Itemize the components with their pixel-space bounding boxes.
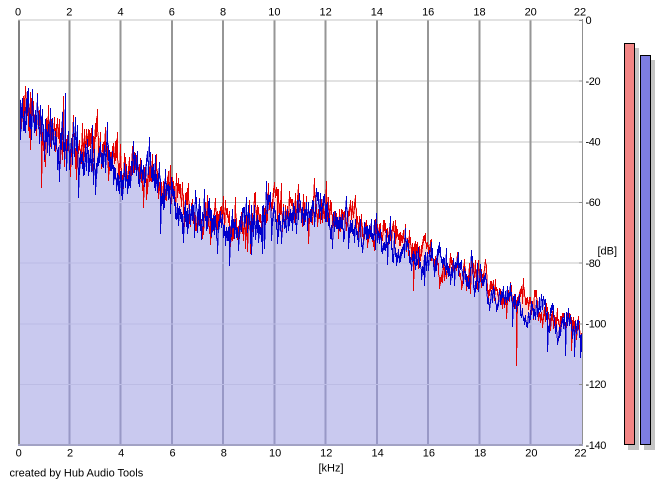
svg-text:14: 14 bbox=[371, 448, 383, 460]
svg-text:-80: -80 bbox=[586, 258, 601, 270]
svg-text:22: 22 bbox=[574, 7, 586, 19]
svg-text:14: 14 bbox=[371, 7, 383, 19]
svg-text:18: 18 bbox=[474, 448, 486, 460]
svg-text:20: 20 bbox=[525, 7, 537, 19]
svg-text:2: 2 bbox=[66, 7, 72, 19]
svg-text:-40: -40 bbox=[586, 137, 601, 149]
svg-text:6: 6 bbox=[169, 448, 175, 460]
svg-text:16: 16 bbox=[423, 448, 435, 460]
svg-text:4: 4 bbox=[118, 448, 124, 460]
svg-text:8: 8 bbox=[220, 7, 226, 19]
svg-text:12: 12 bbox=[320, 448, 332, 460]
svg-text:8: 8 bbox=[221, 448, 227, 460]
svg-text:6: 6 bbox=[169, 7, 175, 19]
svg-text:0: 0 bbox=[15, 7, 21, 19]
svg-text:4: 4 bbox=[117, 7, 123, 19]
svg-text:2: 2 bbox=[67, 448, 73, 460]
svg-text:[dB]: [dB] bbox=[598, 246, 618, 258]
svg-text:[kHz]: [kHz] bbox=[319, 463, 344, 475]
svg-text:18: 18 bbox=[473, 7, 485, 19]
svg-text:12: 12 bbox=[319, 7, 331, 19]
svg-text:-140: -140 bbox=[586, 440, 607, 452]
svg-text:0: 0 bbox=[16, 448, 22, 460]
svg-text:10: 10 bbox=[268, 7, 280, 19]
svg-text:10: 10 bbox=[269, 448, 281, 460]
svg-text:-100: -100 bbox=[586, 319, 607, 331]
svg-text:20: 20 bbox=[525, 448, 537, 460]
svg-text:22: 22 bbox=[574, 448, 586, 460]
svg-text:-60: -60 bbox=[586, 197, 601, 209]
svg-text:-120: -120 bbox=[586, 379, 607, 391]
svg-text:16: 16 bbox=[422, 7, 434, 19]
svg-text:created by Hub Audio Tools: created by Hub Audio Tools bbox=[10, 468, 144, 480]
svg-text:0: 0 bbox=[586, 15, 592, 27]
svg-text:-20: -20 bbox=[586, 76, 601, 88]
